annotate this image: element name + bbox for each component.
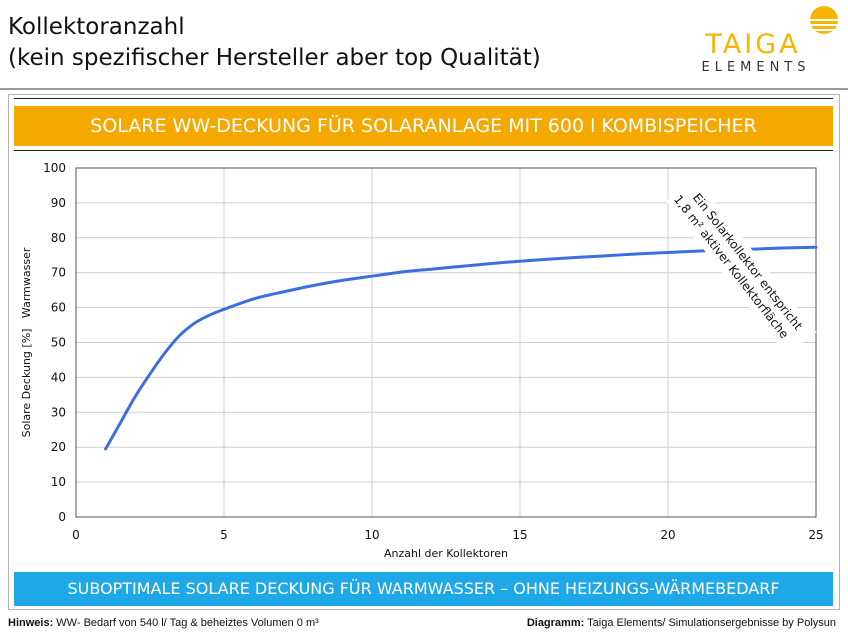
footer-note: Hinweis: WW- Bedarf von 540 l/ Tag & beh…: [8, 617, 319, 629]
content-frame: [8, 94, 840, 610]
y-tick-label: 80: [51, 231, 66, 245]
y-tick-label: 60: [51, 301, 66, 315]
y-tick-label: 70: [51, 266, 66, 280]
x-tick-label: 25: [808, 528, 823, 542]
y-axis-label: Solare Deckung [%] Warmwasser: [20, 247, 33, 437]
y-tick-label: 10: [51, 475, 66, 489]
x-tick-label: 0: [72, 528, 80, 542]
series-layer: [104, 245, 818, 451]
plot-area: [75, 167, 817, 518]
taiga-elements-logo: TAIGA ELEMENTS: [694, 4, 844, 80]
footer-source: Diagramm: Taiga Elements/ Simulationserg…: [527, 617, 836, 629]
x-axis-label: Anzahl der Kollektoren: [384, 547, 508, 560]
footer-source-label: Diagramm:: [526, 617, 585, 629]
top-divider: [0, 88, 848, 90]
footer-source-text: Taiga Elements/ Simulationsergebnisse by…: [584, 617, 836, 629]
banner-rule-top: [14, 98, 833, 99]
page-title: Kollektoranzahl (kein spezifischer Herst…: [8, 12, 628, 74]
conclusion-banner: SUBOPTIMALE SOLARE DECKUNG FÜR WARMWASSE…: [14, 572, 833, 606]
x-tick-label: 10: [364, 528, 379, 542]
title-line-1: Kollektoranzahl: [8, 14, 185, 40]
annotation-line-1: Ein Solarkollektor entspricht: [690, 191, 805, 333]
y-tick-label: 100: [43, 161, 66, 175]
footer-note-label: Hinweis:: [8, 617, 54, 629]
y-tick-label: 50: [51, 336, 66, 350]
y-tick-label: 90: [51, 196, 66, 210]
title-line-2: (kein spezifischer Hersteller aber top Q…: [8, 45, 541, 71]
logo-sub: ELEMENTS: [701, 60, 811, 75]
annotation-background: [665, 177, 817, 356]
annotation-line-2: 1,8 m² aktiver Kollektorfläche: [671, 192, 792, 341]
tick-labels: 0 10 20 30 40 50 60 70 80 90 100 0 5 10 15 20 25: [43, 161, 824, 542]
y-tick-label: 40: [51, 370, 66, 384]
y-tick-label: 0: [58, 510, 66, 524]
x-tick-label: 5: [220, 528, 228, 542]
y-tick-label: 30: [51, 405, 66, 419]
line-chart: 0 10 20 30 40 50 60 70 80 90 100 0 5 10 15 20 25 Ein Sol…: [20, 161, 824, 560]
logo-name: TAIGA: [705, 29, 801, 60]
series-line: [104, 245, 818, 451]
y-tick-label: 20: [51, 440, 66, 454]
x-tick-label: 15: [512, 528, 527, 542]
chart-banner-title: SOLARE WW-DECKUNG FÜR SOLARANLAGE MIT 60…: [14, 106, 833, 146]
x-tick-label: 20: [660, 528, 675, 542]
annotation: Ein Solarkollektor entspricht 1,8 m² akt…: [665, 177, 817, 356]
banner-rule-bottom: [14, 150, 833, 151]
sun-icon: [806, 6, 842, 34]
footer-note-text: WW- Bedarf von 540 l/ Tag & beheiztes Vo…: [53, 617, 319, 629]
